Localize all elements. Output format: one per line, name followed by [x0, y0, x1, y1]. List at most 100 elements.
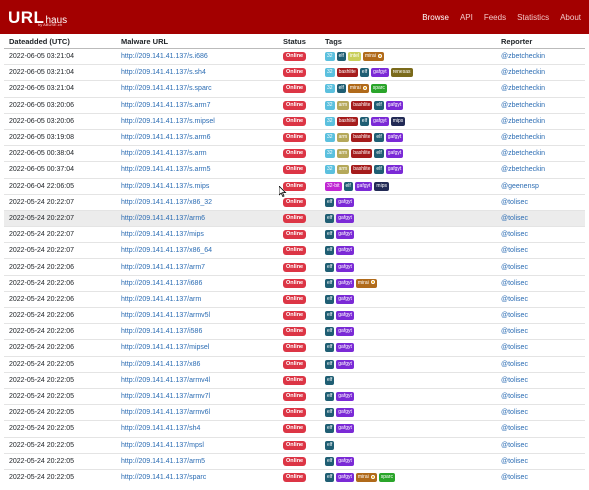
malware-url-link[interactable]: http://209.141.41.137/s.arm5: [121, 166, 211, 174]
tag-badge[interactable]: mips: [374, 181, 389, 191]
malware-url-link[interactable]: http://209.141.41.137/i586: [121, 328, 203, 336]
tag-badge[interactable]: gafgyt: [336, 424, 354, 434]
column-header-tags[interactable]: Tags: [320, 35, 496, 49]
malware-url-link[interactable]: http://209.141.41.137/armv5l: [121, 312, 211, 320]
tag-badge[interactable]: gafgyt: [336, 262, 354, 272]
reporter-link[interactable]: @tolisec: [501, 409, 528, 417]
tag-badge[interactable]: 32: [325, 84, 335, 94]
reporter-link[interactable]: @zbetcheckin: [501, 150, 546, 158]
nav-statistics[interactable]: Statistics: [517, 12, 550, 22]
reporter-link[interactable]: @tolisec: [501, 441, 528, 449]
tag-badge[interactable]: gafgyt: [385, 165, 404, 175]
tag-badge[interactable]: 32: [325, 52, 335, 62]
tag-badge[interactable]: elf: [325, 472, 335, 482]
tag-badge[interactable]: mirai: [363, 52, 384, 62]
tag-badge[interactable]: renesas: [390, 68, 413, 78]
tag-badge[interactable]: 32: [325, 149, 335, 159]
nav-about[interactable]: About: [560, 12, 581, 22]
column-header-reporter[interactable]: Reporter: [496, 35, 585, 49]
reporter-link[interactable]: @geenensp: [501, 182, 539, 190]
tag-badge[interactable]: 32: [325, 68, 335, 78]
malware-url-link[interactable]: http://209.141.41.137/s.arm: [121, 150, 207, 158]
tag-badge[interactable]: elf: [374, 100, 384, 110]
reporter-link[interactable]: @tolisec: [501, 376, 528, 384]
tag-badge[interactable]: arm: [336, 165, 350, 175]
tag-badge[interactable]: mirai: [355, 278, 377, 288]
tag-badge[interactable]: elf: [325, 278, 335, 288]
malware-url-link[interactable]: http://209.141.41.137/arm: [121, 295, 202, 303]
malware-url-link[interactable]: http://209.141.41.137/i686: [121, 279, 203, 287]
tag-badge[interactable]: arm: [336, 100, 350, 110]
reporter-link[interactable]: @zbetcheckin: [501, 101, 546, 109]
reporter-link[interactable]: @tolisec: [501, 312, 528, 320]
reporter-link[interactable]: @tolisec: [501, 247, 528, 255]
tag-badge[interactable]: elf: [325, 311, 335, 321]
tag-badge[interactable]: elf: [325, 294, 335, 304]
tag-badge[interactable]: 32: [325, 133, 335, 143]
tag-badge[interactable]: gafgyt: [336, 359, 354, 369]
tag-badge[interactable]: bashlite: [336, 68, 358, 78]
tag-badge[interactable]: bashlite: [351, 165, 373, 175]
tag-badge[interactable]: elf: [325, 408, 335, 418]
tag-badge[interactable]: gafgyt: [336, 294, 354, 304]
malware-url-link[interactable]: http://209.141.41.137/s.arm7: [121, 101, 211, 109]
malware-url-link[interactable]: http://209.141.41.137/x86_32: [121, 198, 213, 206]
reporter-link[interactable]: @zbetcheckin: [501, 117, 546, 125]
malware-url-link[interactable]: http://209.141.41.137/sparc: [121, 473, 207, 481]
reporter-link[interactable]: @tolisec: [501, 473, 528, 481]
nav-browse[interactable]: Browse: [422, 12, 449, 22]
reporter-link[interactable]: @tolisec: [501, 328, 528, 336]
malware-url-link[interactable]: http://209.141.41.137/armv6l: [121, 409, 211, 417]
malware-url-link[interactable]: http://209.141.41.137/s.sh4: [121, 69, 206, 77]
tag-badge[interactable]: gafgyt: [336, 246, 354, 256]
tag-badge[interactable]: elf: [325, 327, 335, 337]
malware-url-link[interactable]: http://209.141.41.137/arm7: [121, 263, 206, 271]
malware-url-link[interactable]: http://209.141.41.137/s.mipsel: [121, 117, 215, 125]
reporter-link[interactable]: @tolisec: [501, 263, 528, 271]
malware-url-link[interactable]: http://209.141.41.137/mpsl: [121, 441, 204, 449]
tag-badge[interactable]: elf: [325, 197, 335, 207]
tag-badge[interactable]: elf: [325, 262, 335, 272]
tag-badge[interactable]: gafgyt: [336, 311, 354, 321]
tag-badge[interactable]: elf: [325, 230, 335, 240]
tag-badge[interactable]: gafgyt: [385, 133, 404, 143]
tag-badge[interactable]: gafgyt: [336, 197, 354, 207]
reporter-link[interactable]: @tolisec: [501, 393, 528, 401]
tag-badge[interactable]: gafgyt: [336, 472, 354, 482]
tag-badge[interactable]: elf: [359, 68, 370, 78]
tag-badge[interactable]: gafgyt: [336, 343, 354, 353]
tag-badge[interactable]: bashlite: [336, 116, 358, 126]
reporter-link[interactable]: @tolisec: [501, 360, 528, 368]
malware-url-link[interactable]: http://209.141.41.137/x86: [121, 360, 201, 368]
column-header-status[interactable]: Status: [278, 35, 320, 49]
tag-badge[interactable]: mips: [390, 116, 406, 126]
nav-feeds[interactable]: Feeds: [483, 12, 507, 22]
tag-badge[interactable]: elf: [325, 359, 335, 369]
reporter-link[interactable]: @tolisec: [501, 231, 528, 239]
tag-badge[interactable]: gafgyt: [336, 392, 354, 402]
malware-url-link[interactable]: http://209.141.41.137/armv7l: [121, 393, 211, 401]
tag-badge[interactable]: elf: [325, 424, 335, 434]
tag-badge[interactable]: 32: [325, 100, 335, 110]
tag-badge[interactable]: 32: [325, 116, 335, 126]
tag-badge[interactable]: elf: [374, 149, 384, 159]
reporter-link[interactable]: @tolisec: [501, 425, 528, 433]
tag-badge[interactable]: bashlite: [351, 133, 373, 143]
reporter-link[interactable]: @zbetcheckin: [501, 166, 546, 174]
malware-url-link[interactable]: http://209.141.41.137/sh4: [121, 425, 201, 433]
tag-badge[interactable]: elf: [359, 116, 370, 126]
tag-badge[interactable]: intel: [347, 52, 362, 62]
tag-badge[interactable]: mirai: [355, 472, 377, 482]
tag-badge[interactable]: gafgyt: [354, 181, 373, 191]
tag-badge[interactable]: elf: [325, 213, 335, 223]
malware-url-link[interactable]: http://209.141.41.137/arm5: [121, 457, 206, 465]
column-header-malware-url[interactable]: Malware URL: [116, 35, 278, 49]
malware-url-link[interactable]: http://209.141.41.137/mipsel: [121, 344, 210, 352]
tag-badge[interactable]: mirai: [347, 84, 369, 94]
tag-badge[interactable]: elf: [336, 52, 346, 62]
column-header-dateadded[interactable]: Dateadded (UTC): [4, 35, 116, 49]
tag-badge[interactable]: elf: [325, 456, 335, 466]
tag-badge[interactable]: gafgyt: [336, 213, 354, 223]
tag-badge[interactable]: elf: [336, 84, 346, 94]
malware-url-link[interactable]: http://209.141.41.137/s.i686: [121, 53, 208, 61]
